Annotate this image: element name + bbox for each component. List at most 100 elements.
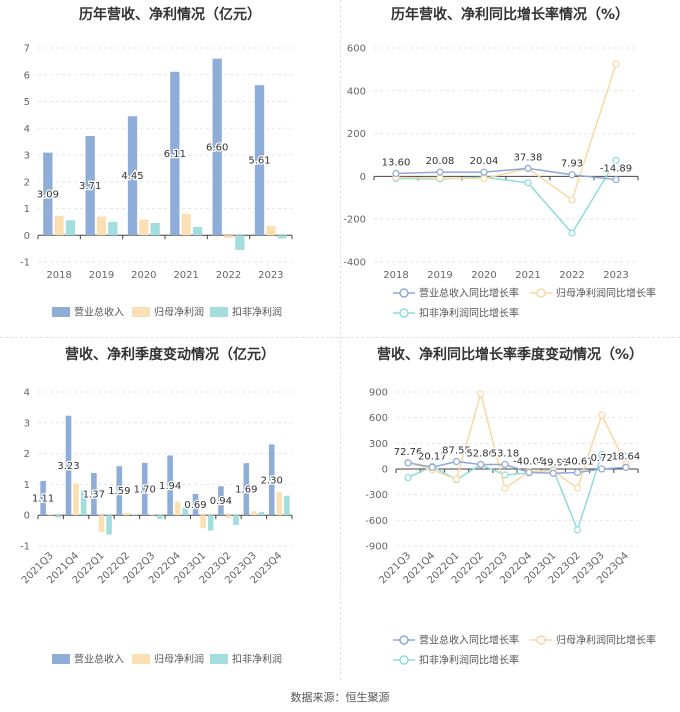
y-tick-label: -400 [343, 258, 366, 269]
data-label: 1.69 [235, 485, 257, 496]
bar [182, 507, 189, 516]
legend-label: 归母净利润同比增长率 [556, 287, 656, 300]
bar [108, 221, 118, 236]
y-tick-label: 900 [369, 388, 388, 399]
legend-item: 归母净利润同比增长率 [530, 634, 656, 647]
horizontal-divider [0, 337, 680, 338]
bar [277, 235, 287, 239]
legend-label: 扣非净利润 [232, 653, 282, 666]
data-label: 1.37 [83, 490, 105, 501]
data-label: -40.05 [513, 456, 545, 467]
y-tick-label: 5 [24, 97, 30, 108]
y-tick-label: 0 [24, 231, 30, 242]
y-tick-label: 0 [382, 465, 388, 476]
vertical-divider [340, 0, 341, 680]
legend-swatch [132, 307, 150, 317]
legend-marker [399, 635, 409, 645]
x-tick-label: 2021 [173, 270, 198, 281]
legend-label: 扣非净利润同比增长率 [419, 654, 519, 667]
y-tick-label: 2 [24, 449, 30, 460]
data-point [612, 156, 620, 164]
bar [200, 515, 206, 529]
annual-revenue-profit-plot: -1 0 1 2 3 4 5 6 7 3.09 3.71 4.45 6.11 6.60 5.61 2018 20… [20, 44, 293, 319]
bar [235, 235, 245, 250]
y-tick-label: 600 [347, 44, 366, 55]
x-tick-label: 2023 [603, 270, 628, 281]
data-source-note: 数据来源：恒生聚源 [290, 691, 390, 704]
data-point [436, 174, 444, 182]
data-point [549, 469, 557, 477]
legend-swatch [210, 307, 228, 317]
legend-swatch [132, 654, 150, 664]
legend-swatch [210, 654, 228, 664]
x-tick-label: 2019 [89, 270, 114, 281]
data-label: 4.45 [121, 171, 143, 182]
series-line [407, 460, 626, 475]
legend-item: 扣非净利润 [210, 653, 282, 666]
bar [268, 444, 275, 516]
legend-marker [536, 635, 546, 645]
data-point [598, 450, 606, 459]
y-tick-label: 4 [24, 124, 30, 135]
bar [150, 222, 160, 236]
legend-marker [399, 308, 409, 318]
bar [91, 473, 97, 516]
legend-item: 营业总收入同比增长率 [393, 634, 519, 647]
data-label: 18.64 [612, 451, 641, 462]
y-tick-label: 1 [24, 480, 30, 491]
series-line [395, 159, 617, 235]
data-label: 3.71 [79, 181, 101, 192]
bar [233, 515, 239, 526]
bar [80, 490, 87, 516]
legend-label: 营业总收入同比增长率 [419, 287, 519, 300]
x-tick-label: 2022 [216, 270, 241, 281]
legend-item: 归母净利润 [132, 306, 204, 319]
bar [212, 58, 222, 236]
y-tick-label: 3 [24, 418, 30, 429]
bar [65, 220, 76, 236]
data-point [501, 484, 509, 492]
x-tick-label: 2019 [427, 270, 452, 281]
y-tick-label: 400 [347, 86, 366, 97]
data-label: 20.04 [470, 156, 499, 167]
bar [284, 495, 290, 516]
bar [131, 514, 138, 516]
x-tick-label: 2020 [131, 270, 156, 281]
data-point [477, 460, 485, 469]
y-tick-label: 4 [24, 388, 30, 399]
data-point [568, 229, 576, 237]
data-point [501, 460, 509, 469]
legend-swatch [52, 307, 70, 317]
data-point [525, 468, 533, 477]
chart-title: 营收、净利季度变动情况（亿元） [65, 347, 275, 363]
data-label: 72.76 [394, 447, 423, 458]
data-point [573, 526, 582, 534]
legend-marker [399, 288, 409, 298]
data-label: 2.30 [261, 475, 283, 486]
data-label: 3.23 [57, 461, 79, 472]
legend-label: 扣非净利润 [232, 306, 282, 319]
data-point [480, 168, 488, 176]
bar [243, 463, 250, 516]
bar [157, 515, 163, 519]
y-tick-label: -300 [365, 490, 388, 501]
legend-item: 扣非净利润同比增长率 [393, 654, 519, 667]
data-label: 52.86 [466, 448, 495, 459]
bar [207, 515, 214, 531]
x-tick-label: 2018 [46, 270, 71, 281]
y-tick-label: -600 [365, 516, 388, 527]
bar [141, 462, 148, 516]
bar [54, 215, 64, 236]
quarterly-growth-rate-chart: 营收、净利同比增长率季度变动情况（%） -900 -600 -300 0 300 600 9… [340, 340, 680, 680]
quarterly-revenue-profit-plot: -1 0 1 2 3 4 1.11 3.23 1.37 1.59 1.70 1.940.69 0.941… [20, 388, 293, 666]
x-tick-label: 2020 [471, 270, 496, 281]
data-label: 1.59 [108, 486, 130, 497]
y-tick-label: 0 [24, 511, 30, 522]
bar [124, 512, 130, 516]
bar [73, 483, 79, 516]
data-label: 0.94 [210, 496, 232, 507]
bar [65, 415, 72, 516]
bar [43, 152, 53, 236]
bar [254, 85, 265, 236]
series-line [395, 63, 617, 202]
